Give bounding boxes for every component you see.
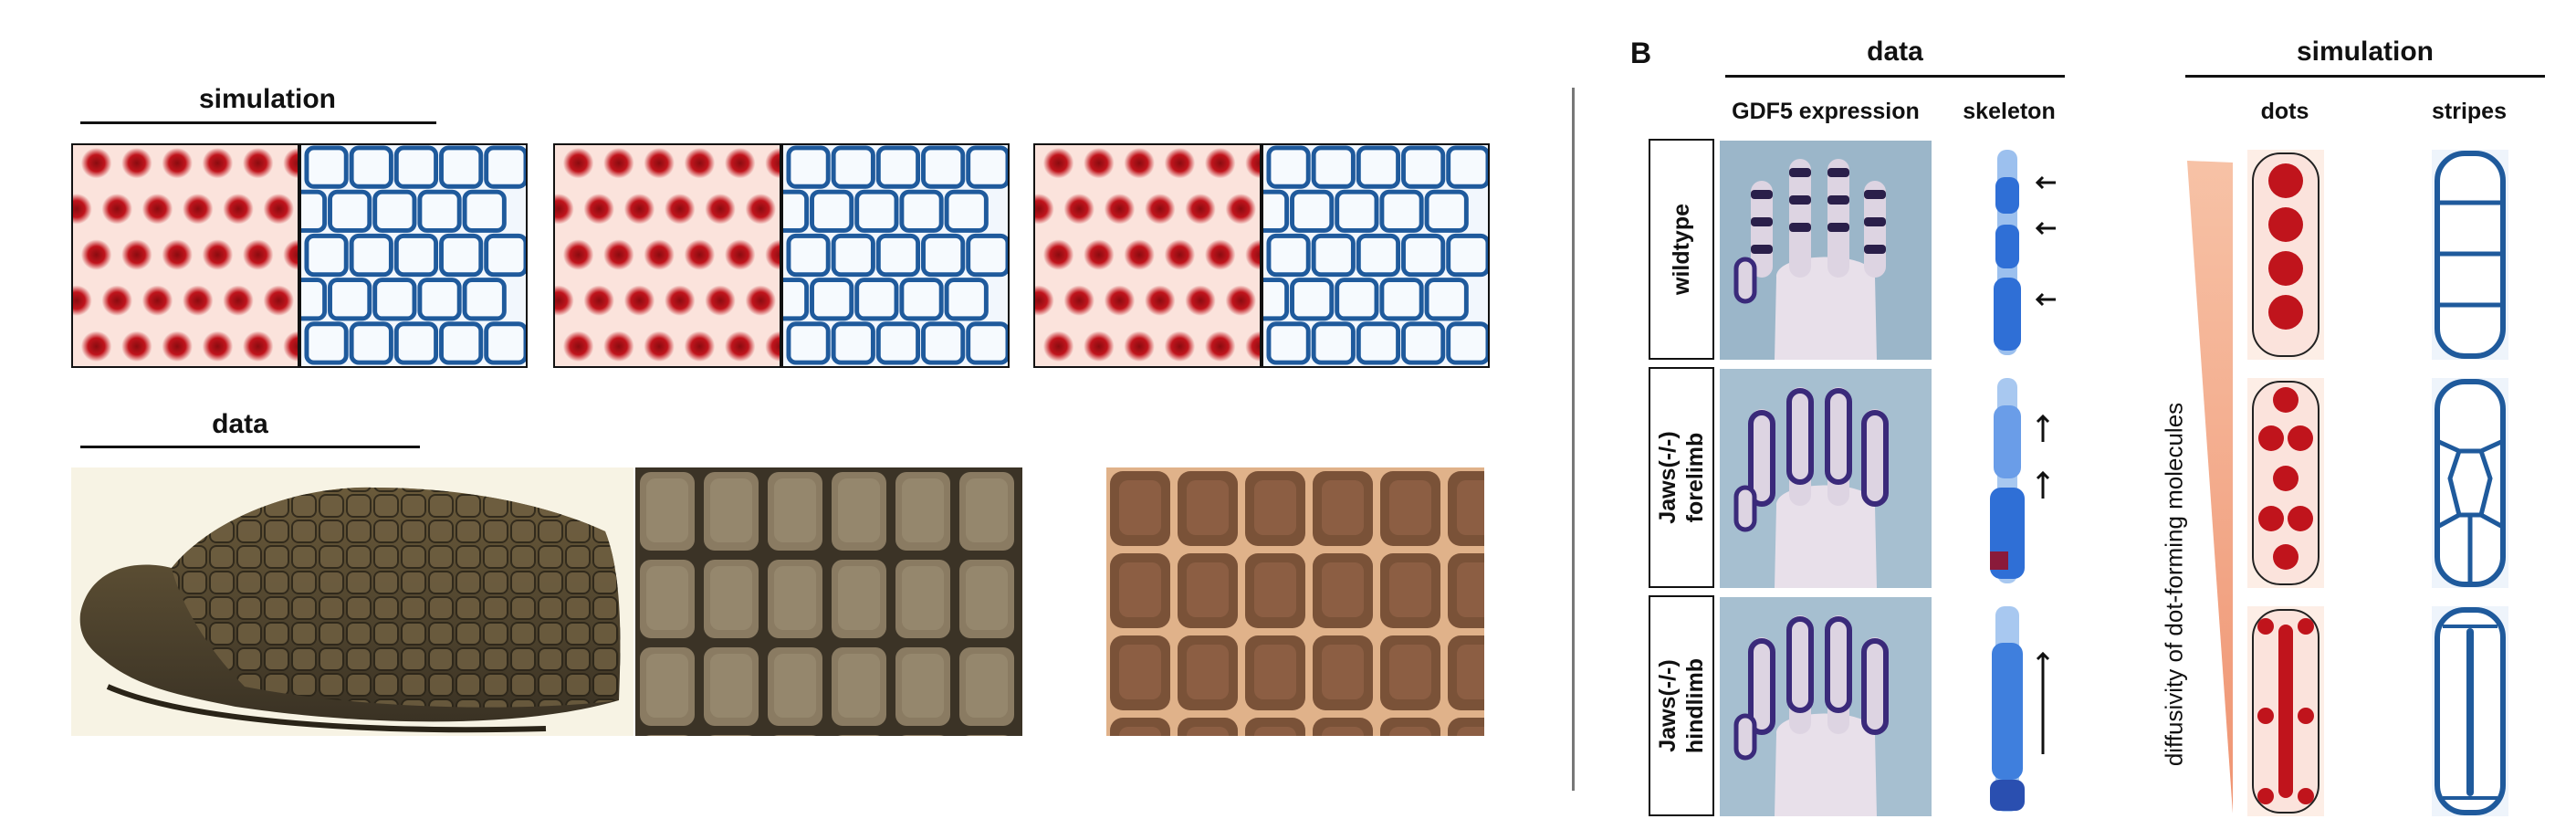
gdf5-hindlimb-image [1720,597,1932,816]
cell-pattern-1 [301,145,526,366]
col-header-gdf5: GDF5 expression [1732,99,1920,124]
data-heading-rule-a [80,446,420,448]
sim-heading-b: simulation [2296,37,2434,67]
gdf5-wildtype-image [1720,141,1932,360]
sim-dots-capsule-2 [2247,378,2324,588]
sim-dots-panel-3 [1033,143,1262,368]
scale-closeup-photo-1 [635,467,1022,736]
sim-heading-rule-a [80,121,436,124]
row-label-jaws-hindlimb: Jaws(-/-) hindlimb [1649,595,1714,816]
sim-heading-a: simulation [198,84,336,114]
dots-pattern-3 [1035,145,1260,366]
skeleton-forelimb-image [1953,369,2065,588]
skeleton-wildtype-image [1953,141,2065,360]
row-label-wildtype: wildtype [1649,139,1714,360]
panel-letter-b: B [1630,37,1652,69]
data-heading-b: data [1867,37,1923,67]
gdf5-forelimb-image [1720,369,1932,588]
sim-dots-panel-1 [71,143,299,368]
sim-stripes-capsule-2 [2432,378,2508,588]
sim-stripes-panel-2 [781,143,1010,368]
sim-heading-rule-b [2185,75,2545,78]
sim-dots-panel-2 [553,143,781,368]
sim-stripes-capsule-3 [2432,606,2508,816]
panel-divider [1572,88,1575,791]
cell-pattern-3 [1263,145,1488,366]
sim-dots-capsule-3 [2247,606,2324,816]
col-header-skeleton: skeleton [1963,99,2056,124]
dots-pattern-1 [73,145,298,366]
row-label-jaws-forelimb: Jaws(-/-) forelimb [1649,367,1714,588]
sim-stripes-capsule-1 [2432,150,2508,360]
cell-pattern-2 [783,145,1008,366]
sim-stripes-panel-3 [1262,143,1490,368]
dots-pattern-2 [555,145,780,366]
crocodile-skin-photo [71,467,634,736]
sim-dots-capsule-1 [2247,150,2324,360]
data-heading-rule-b [1725,75,2065,78]
scale-closeup-photo-2 [1106,467,1484,736]
diffusivity-axis-label: diffusivity of dot-forming molecules [2160,402,2188,767]
skeleton-hindlimb-image [1953,597,2065,816]
col-header-stripes: stripes [2432,99,2507,124]
col-header-dots: dots [2260,99,2309,124]
sim-stripes-panel-1 [299,143,528,368]
data-heading-a: data [212,409,268,439]
diffusivity-gradient-triangle [2187,161,2233,814]
